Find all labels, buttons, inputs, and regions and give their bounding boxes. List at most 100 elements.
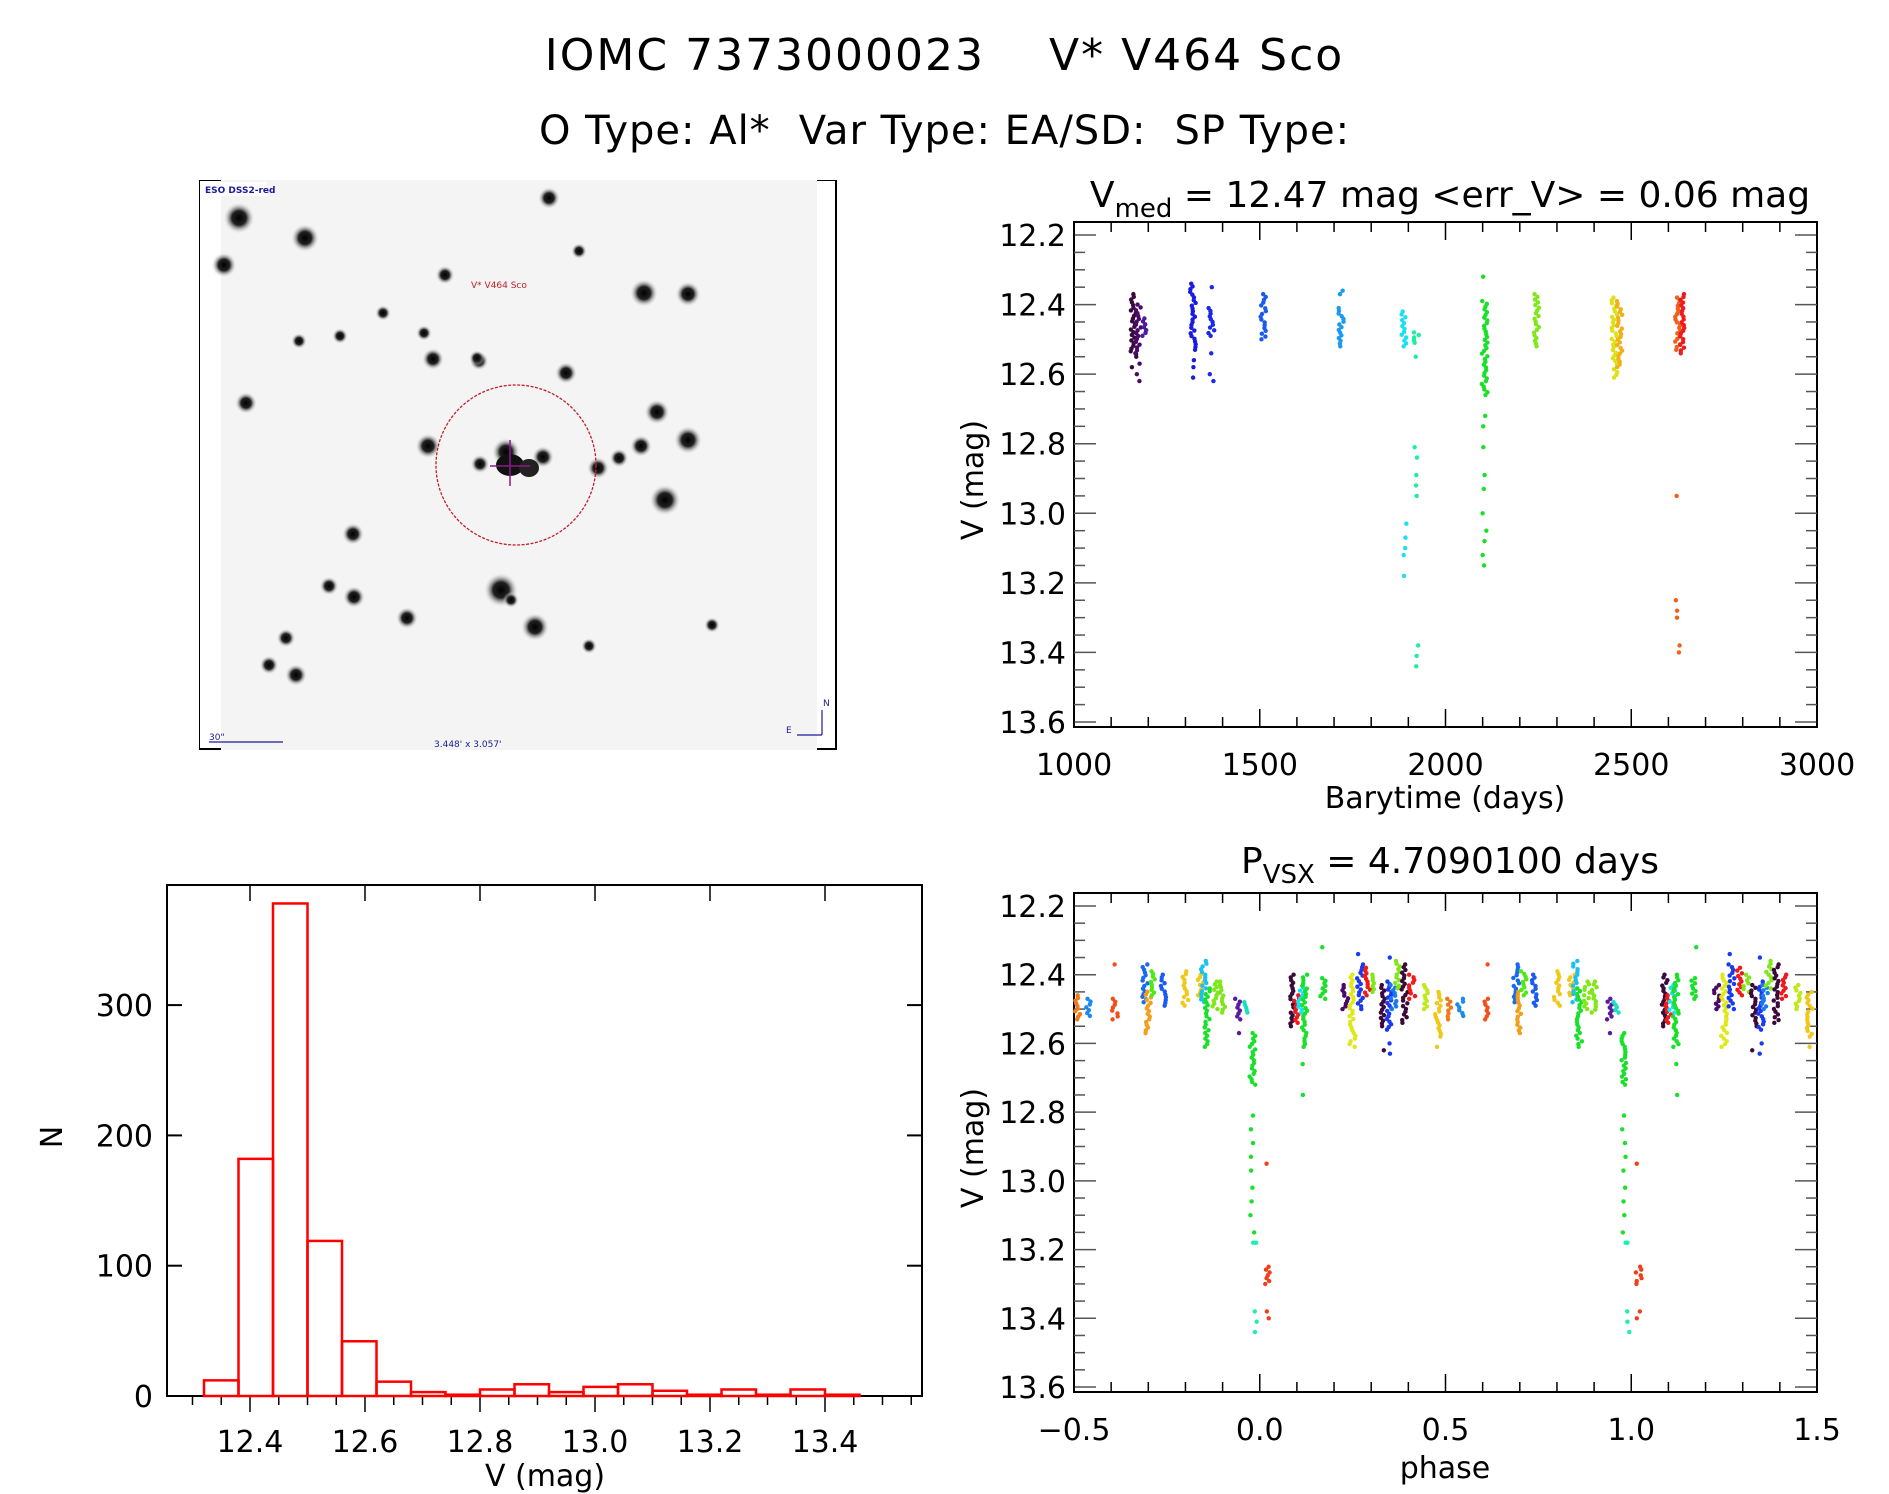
data-point [1730,1001,1735,1006]
data-point [1610,320,1616,325]
data-point [1719,1033,1724,1038]
data-point [1403,1006,1409,1012]
data-point [1482,356,1488,362]
data-point [1482,999,1487,1004]
data-point [1575,958,1580,964]
data-point [1533,302,1538,308]
data-point [1783,972,1789,977]
data-point [1421,982,1427,988]
data-point-group [1670,972,1681,1098]
data-point-group [1206,284,1217,384]
data-point [1674,615,1680,620]
data-point [1203,1022,1208,1027]
data-point [1681,294,1686,300]
data-point [1775,964,1780,970]
data-point [1396,983,1402,988]
data-point [1345,996,1351,1001]
data-point [1131,340,1137,346]
data-point [1356,978,1362,984]
data-point [1355,1001,1361,1006]
data-point [1485,318,1490,323]
data-point [1134,336,1140,342]
data-point [1159,986,1164,991]
data-point [1723,1022,1728,1027]
data-point [1567,990,1572,995]
title-rest: = 4.7090100 days [1315,841,1659,882]
data-point [1077,1011,1083,1017]
data-point-group [1421,982,1430,1012]
data-point [1367,987,1373,993]
plot-frame [1073,892,1818,1393]
data-point-group [1804,989,1815,1050]
data-point [1693,988,1698,994]
data-point [1388,992,1394,998]
data-point [1673,347,1679,352]
data-point [1408,991,1414,996]
data-point [1303,1033,1308,1038]
data-point [1370,975,1375,980]
data-point [1411,338,1417,343]
data-point [1676,309,1681,314]
data-point [1775,1003,1780,1009]
data-point [1619,1058,1624,1063]
data-point [1484,376,1490,381]
data-point [1574,1016,1580,1022]
data-point [1726,995,1731,1001]
data-point [1621,1063,1627,1068]
data-point [1087,1002,1093,1007]
data-point [1259,337,1264,342]
data-point [1805,1028,1810,1034]
data-point [1301,985,1306,990]
data-point [1199,969,1205,975]
data-point [1189,325,1194,330]
data-point [1674,320,1680,325]
data-point [1264,1309,1270,1314]
data-point [1625,1319,1630,1324]
data-point [1749,988,1754,993]
data-point [1515,967,1520,973]
data-point [1460,996,1466,1001]
data-point [1571,989,1576,994]
data-point [1207,989,1212,994]
star [629,434,653,458]
data-point [1579,1000,1584,1005]
data-point [1238,1017,1243,1022]
data-point [1133,308,1139,313]
data-point [1359,967,1364,973]
data-point [1436,989,1441,995]
data-point [1615,337,1621,342]
data-point [1793,985,1798,990]
data-point [1183,971,1188,977]
data-point [1142,970,1148,975]
data-point [1676,1008,1681,1013]
histogram-bar [340,1340,378,1398]
data-point [1262,320,1267,325]
data-point [1617,340,1623,345]
data-point [1236,1030,1242,1036]
data-point-group [1574,986,1585,1050]
data-point [1358,1004,1364,1009]
data-point [1637,1309,1643,1314]
data-point [1618,307,1623,312]
data-point [1379,1021,1385,1026]
data-point-group [1609,295,1620,380]
data-point [1445,996,1450,1001]
data-point [1616,320,1621,326]
data-point [1403,992,1408,998]
data-point [1204,1008,1210,1013]
data-point [1532,297,1538,302]
data-point [1189,333,1194,339]
star [223,202,255,234]
data-point [1485,354,1490,359]
data-point [1402,326,1407,332]
data-point [1675,991,1681,997]
data-point [1250,1036,1256,1041]
data-point [1609,1014,1614,1019]
data-point [1809,989,1814,995]
data-point [1609,1002,1614,1007]
data-point [1662,1013,1668,1018]
data-point [1143,1028,1149,1033]
data-point-group [1531,291,1542,349]
data-point [1143,327,1149,333]
data-point [1347,1022,1353,1027]
